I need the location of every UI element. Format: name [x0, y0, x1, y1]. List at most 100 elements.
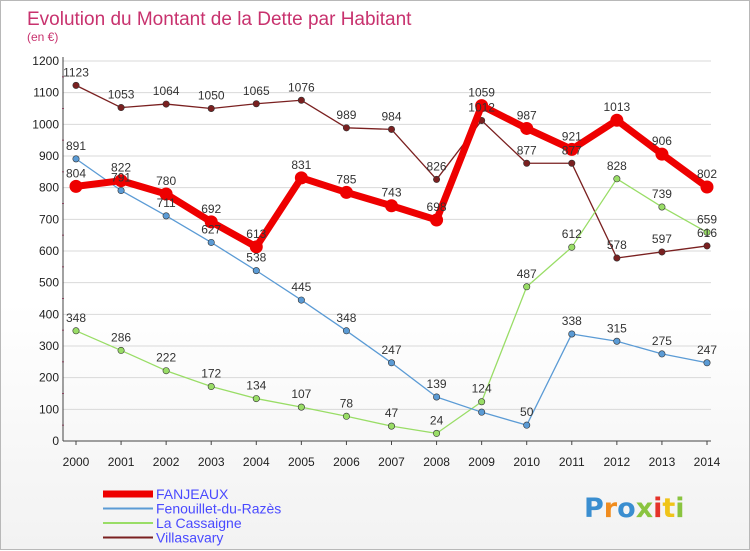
logo-letter: o	[617, 493, 636, 524]
x-tick-label-2014: 2014	[694, 455, 721, 469]
data-point-s0-2012	[610, 113, 624, 127]
chart-title: Evolution du Montant de la Dette par Hab…	[27, 9, 412, 30]
data-point-s2-2012	[613, 175, 621, 183]
logo-letter: i	[675, 493, 684, 524]
data-label-s1-2008: 139	[427, 377, 447, 391]
data-point-s3-2002	[162, 100, 170, 108]
data-label-s2-2001: 286	[111, 330, 131, 344]
logo-letter: x	[636, 493, 653, 524]
y-tick-label-200: 200	[39, 371, 59, 385]
x-tick-label-2002: 2002	[153, 455, 180, 469]
data-point-s2-2005	[297, 403, 305, 411]
data-point-s2-2000	[72, 327, 80, 335]
data-label-s0-2012: 1013	[604, 100, 631, 114]
data-label-s1-2010: 50	[520, 405, 534, 419]
data-label-s0-2008: 698	[427, 200, 447, 214]
series-layer	[69, 81, 714, 437]
data-label-s2-2004: 134	[246, 379, 266, 393]
x-tick-label-2011: 2011	[559, 455, 585, 469]
data-point-s0-2002	[159, 187, 173, 201]
data-label-s3-2013: 597	[652, 232, 672, 246]
data-label-s0-2002: 780	[156, 174, 176, 188]
data-point-s1-2012	[613, 337, 621, 345]
x-tick-label-2003: 2003	[198, 455, 225, 469]
x-tick-label-2007: 2007	[378, 455, 405, 469]
x-tick-label-2004: 2004	[243, 455, 270, 469]
data-point-s2-2011	[568, 243, 576, 251]
data-label-s2-2014: 659	[697, 212, 717, 226]
data-label-s0-2011: 921	[562, 129, 582, 143]
y-tick-label-300: 300	[39, 339, 59, 353]
legend-label-1: Fenouillet-du-Razès	[156, 501, 281, 517]
data-point-s2-2002	[162, 367, 170, 375]
data-label-s3-2008: 826	[427, 159, 447, 173]
data-label-s1-2001: 791	[111, 171, 131, 185]
data-label-s3-2010: 877	[517, 143, 537, 157]
data-point-s1-2004	[252, 267, 260, 275]
data-point-s1-2003	[207, 238, 215, 246]
data-point-s1-2001	[117, 187, 125, 195]
data-point-s2-2014	[703, 228, 711, 236]
data-point-s3-2014	[703, 242, 711, 250]
axis-layer: 0 100 200 300 400 500 600 700 800 900 1000 1100 1200…	[32, 54, 720, 469]
data-label-s0-2003: 692	[201, 202, 221, 216]
data-label-s3-2011: 877	[562, 143, 582, 157]
data-label-s2-2012: 828	[607, 159, 627, 173]
x-tick-label-2012: 2012	[604, 455, 631, 469]
data-point-s3-2010	[523, 159, 531, 167]
data-label-s0-2000: 804	[66, 166, 86, 180]
data-point-s0-2001	[114, 174, 128, 188]
data-point-s0-2009	[475, 99, 489, 113]
x-tick-label-2005: 2005	[288, 455, 315, 469]
data-point-s3-2003	[207, 105, 215, 113]
data-point-s3-2001	[117, 104, 125, 112]
data-point-s0-2011	[565, 142, 579, 156]
data-label-s1-2011: 338	[562, 314, 582, 328]
data-label-s2-2000: 348	[66, 311, 86, 325]
data-point-s2-2008	[433, 429, 441, 437]
y-tick-label-1100: 1100	[33, 86, 59, 100]
data-point-s2-2003	[207, 383, 215, 391]
data-label-s2-2005: 107	[291, 387, 311, 401]
data-label-s1-2007: 247	[381, 343, 401, 357]
data-point-s1-2013	[658, 350, 666, 358]
logo-letter: P	[584, 493, 604, 524]
data-point-s1-2011	[568, 330, 576, 338]
logo-letter: i	[653, 493, 662, 524]
y-tick-label-1200: 1200	[32, 54, 59, 68]
data-point-s3-2008	[433, 175, 441, 183]
data-label-s3-2003: 1050	[198, 89, 225, 103]
data-point-s1-2009	[478, 408, 486, 416]
data-point-s0-2000	[69, 179, 83, 193]
legend-label-3: Villasavary	[156, 530, 223, 546]
data-label-s0-2014: 802	[697, 167, 717, 181]
data-label-s2-2006: 78	[340, 396, 354, 410]
data-label-s1-2012: 315	[607, 321, 627, 335]
data-label-s1-2000: 891	[66, 139, 86, 153]
data-point-s2-2013	[658, 203, 666, 211]
data-point-s0-2006	[339, 185, 353, 199]
data-point-s1-2002	[162, 212, 170, 220]
data-point-s0-2007	[385, 199, 398, 213]
data-point-s0-2005	[294, 171, 308, 185]
data-label-s2-2002: 222	[156, 351, 176, 365]
data-label-s2-2013: 739	[652, 187, 672, 201]
chart-subtitle: (en €)	[27, 30, 58, 44]
data-label-s0-2004: 613	[246, 227, 266, 241]
x-tick-label-2001: 2001	[108, 455, 135, 469]
label-layer: 804 822 780 692 613 831 785 743 698 1059 987 921 101…	[63, 65, 717, 427]
data-point-s0-2010	[520, 121, 534, 135]
x-tick-label-2008: 2008	[423, 455, 450, 469]
data-point-s1-2005	[297, 296, 305, 304]
data-point-s3-2006	[342, 124, 350, 132]
data-label-s3-2002: 1064	[153, 84, 180, 98]
logo-letter: t	[662, 493, 675, 524]
data-point-s0-2004	[249, 240, 263, 254]
data-label-s3-2006: 989	[336, 108, 356, 122]
y-tick-label-600: 600	[39, 244, 59, 258]
data-label-s1-2006: 348	[336, 311, 356, 325]
data-label-s3-2009: 1012	[468, 101, 495, 115]
grid-layer	[63, 60, 711, 442]
data-label-s3-2007: 984	[381, 109, 401, 123]
